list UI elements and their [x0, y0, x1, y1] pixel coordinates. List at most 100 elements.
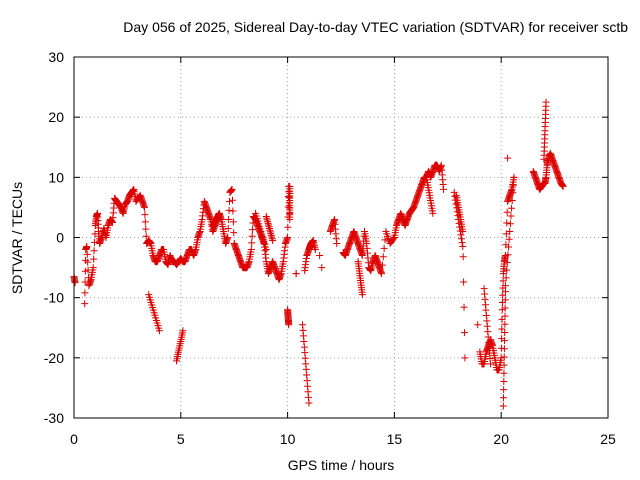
data-point [224, 234, 232, 241]
data-point [504, 251, 512, 259]
data-point [179, 327, 187, 335]
data-point [501, 328, 509, 336]
data-point [333, 240, 341, 248]
data-point [453, 204, 461, 212]
data-point [505, 235, 513, 243]
y-tick-label: 10 [48, 169, 64, 185]
data-point [225, 215, 233, 223]
data-point [505, 243, 513, 251]
data-point [378, 261, 386, 269]
data-point [500, 386, 508, 394]
data-point [508, 204, 516, 212]
data-point [458, 235, 466, 243]
data-point [501, 320, 509, 328]
data-point [381, 236, 389, 244]
data-point [501, 296, 509, 304]
data-points [70, 98, 567, 410]
x-tick-label: 25 [600, 431, 616, 447]
data-point [142, 232, 150, 240]
y-tick-label: 20 [48, 109, 64, 125]
data-point [440, 185, 448, 193]
data-point [224, 224, 232, 232]
data-point [358, 291, 366, 299]
y-tick-label: -30 [44, 410, 64, 426]
data-point [502, 274, 510, 282]
data-point [248, 232, 256, 240]
data-point [284, 223, 292, 231]
data-point [497, 354, 505, 362]
data-point [501, 312, 509, 320]
data-point [453, 208, 461, 216]
data-point [501, 288, 509, 296]
data-point [155, 327, 163, 335]
data-point [501, 337, 509, 345]
y-tick-label: 0 [56, 230, 64, 246]
data-point [500, 353, 508, 361]
data-point [501, 304, 509, 312]
data-point [230, 229, 238, 237]
data-point [500, 361, 508, 369]
data-point [509, 181, 517, 189]
data-point [229, 207, 237, 215]
data-point [311, 246, 319, 254]
data-point [506, 227, 514, 235]
data-point [269, 237, 277, 245]
data-point [90, 247, 98, 255]
data-point [247, 246, 255, 254]
data-point [457, 231, 465, 239]
data-point [500, 345, 508, 353]
data-point [262, 246, 270, 254]
data-point [228, 196, 236, 204]
data-point [450, 188, 458, 196]
data-point [249, 226, 257, 234]
data-point [318, 264, 326, 272]
data-point [503, 266, 511, 274]
data-point [454, 212, 462, 220]
data-point [140, 203, 148, 211]
data-point [499, 402, 507, 410]
data-point [380, 244, 388, 252]
data-point [141, 218, 149, 226]
y-tick-label: -20 [44, 350, 64, 366]
data-point [81, 289, 89, 297]
data-point [501, 282, 509, 290]
axis-ticks: 0 5 10 15 20 25 -30 -20 -10 0 10 20 30 [44, 49, 616, 447]
data-point [499, 291, 507, 299]
data-point [89, 264, 97, 272]
data-point [459, 243, 467, 251]
data-point [455, 219, 463, 227]
data-point [284, 234, 292, 241]
data-point [498, 306, 506, 314]
data-point [141, 211, 149, 219]
x-tick-label: 20 [493, 431, 509, 447]
data-point [429, 209, 437, 217]
data-point [284, 203, 292, 211]
y-axis-label: SDTVAR / TECUs [9, 181, 25, 295]
data-point [559, 182, 567, 190]
data-point [390, 235, 398, 243]
data-point [499, 394, 507, 402]
data-point [542, 98, 550, 106]
data-point [508, 197, 516, 205]
data-point [500, 369, 508, 377]
data-point [503, 219, 511, 227]
data-point [292, 270, 300, 278]
data-point [507, 212, 515, 220]
data-point [379, 253, 387, 261]
data-point [498, 325, 506, 333]
data-point [460, 278, 468, 286]
data-point [498, 315, 506, 323]
data-point [456, 223, 464, 231]
data-point [215, 209, 223, 217]
data-point [285, 321, 293, 329]
plot-frame [73, 56, 609, 419]
data-point [225, 206, 233, 214]
chart-title: Day 056 of 2025, Sidereal Day-to-day VTE… [123, 19, 628, 35]
data-point [83, 250, 91, 258]
data-point [503, 208, 511, 216]
data-point [460, 329, 468, 337]
data-point [451, 196, 459, 204]
data-point [83, 243, 91, 251]
data-point [378, 270, 386, 278]
